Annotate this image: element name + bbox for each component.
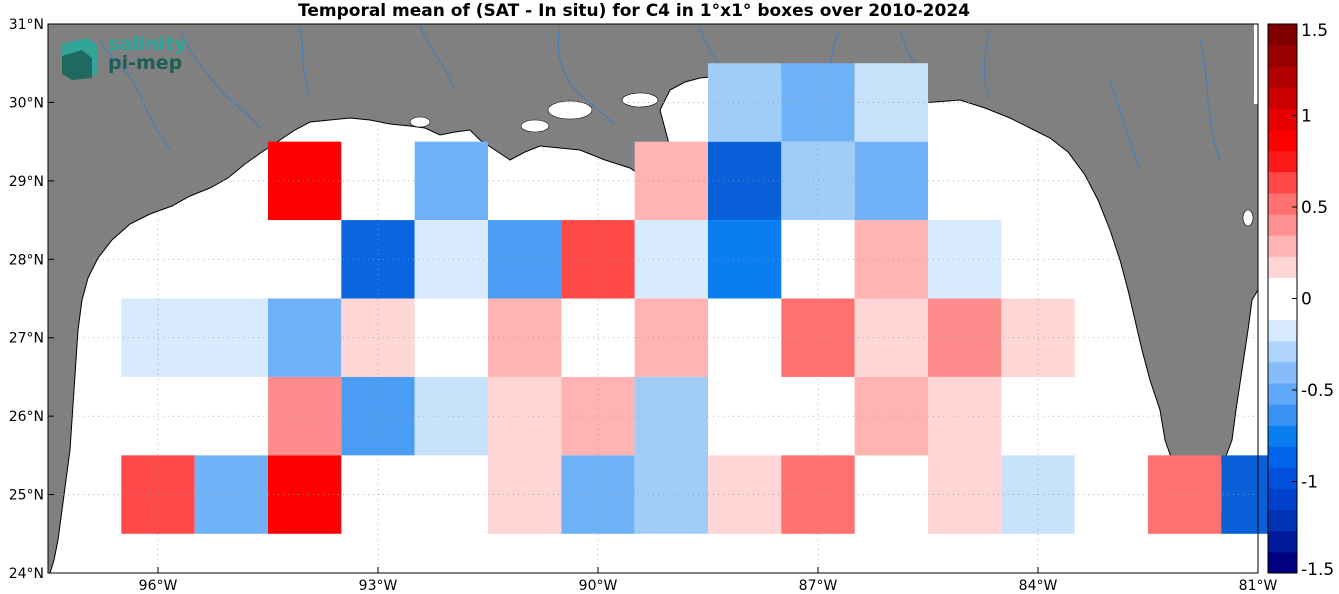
lake — [621, 92, 659, 108]
lake — [1242, 209, 1254, 227]
colorbar-level — [1268, 66, 1297, 88]
data-cell — [928, 220, 1002, 299]
colorbar-tick-label: 0 — [1301, 290, 1312, 310]
x-tick-label: 90°W — [579, 578, 618, 594]
colorbar-level — [1268, 24, 1297, 46]
colorbar-level — [1268, 467, 1297, 490]
data-cell — [634, 376, 708, 456]
data-cell — [268, 298, 342, 377]
data-cell — [488, 376, 562, 456]
colorbar — [1267, 23, 1298, 574]
data-cell — [708, 141, 782, 221]
colorbar-level — [1268, 171, 1297, 194]
data-cell — [414, 141, 488, 221]
data-cell — [708, 455, 782, 534]
data-cell — [488, 220, 562, 299]
y-tick-label: 26°N — [9, 409, 44, 425]
colorbar-level — [1268, 382, 1297, 405]
colorbar-level — [1268, 319, 1297, 342]
y-axis-ticks: 24°N 25°N 26°N 27°N 28°N 29°N 30°N 31°N — [9, 17, 54, 582]
data-cell — [928, 298, 1002, 377]
data-cell — [194, 298, 268, 377]
colorbar-level — [1268, 256, 1297, 278]
x-tick-label: 87°W — [799, 578, 838, 594]
colorbar-level — [1268, 530, 1297, 553]
data-cell — [854, 220, 928, 299]
y-tick-label: 28°N — [9, 252, 44, 268]
salinity-pimep-logo: salinity pi-mep — [58, 34, 198, 84]
logo-text-pimep: pi-mep — [108, 52, 183, 74]
x-tick-label: 96°W — [139, 578, 178, 594]
colorbar-tick-label: -0.5 — [1301, 381, 1334, 401]
data-cell — [414, 220, 488, 299]
x-axis-ticks: 96°W 93°W 90°W 87°W 84°W 81°W — [139, 567, 1278, 594]
colorbar-level — [1268, 87, 1297, 109]
logo-text-salinity: salinity — [108, 33, 187, 55]
y-tick-label: 24°N — [9, 566, 44, 582]
x-tick-label: 81°W — [1239, 578, 1278, 594]
data-cell — [1148, 455, 1222, 534]
lake — [409, 116, 431, 128]
y-tick-label: 31°N — [9, 17, 44, 33]
colorbar-level — [1268, 340, 1297, 363]
colorbar-level — [1268, 150, 1297, 173]
colorbar-level — [1268, 108, 1297, 131]
lake — [547, 100, 593, 120]
colorbar-level — [1268, 277, 1297, 299]
colorbar-level — [1268, 129, 1297, 152]
colorbar-level — [1268, 214, 1297, 236]
data-cell — [928, 455, 1002, 534]
data-cell — [708, 63, 782, 142]
y-tick-label: 29°N — [9, 174, 44, 190]
colorbar-level — [1268, 509, 1297, 532]
data-cell — [634, 298, 708, 377]
data-cell — [268, 455, 342, 534]
colorbar-level — [1268, 404, 1297, 426]
data-cell — [854, 141, 928, 221]
colorbar-level — [1268, 425, 1297, 447]
x-tick-label: 84°W — [1019, 578, 1058, 594]
logo-mark-icon — [62, 38, 98, 80]
colorbar-level — [1268, 235, 1297, 257]
colorbar-level — [1268, 361, 1297, 384]
data-cell — [854, 63, 928, 142]
map-title: Temporal mean of (SAT - In situ) for C4 … — [298, 1, 970, 21]
data-cell — [414, 376, 488, 456]
colorbar-tick-label: 1 — [1301, 107, 1312, 127]
rivers — [99, 25, 1221, 171]
y-tick-label: 27°N — [9, 331, 44, 347]
data-cell — [268, 141, 342, 221]
colorbar-tick-label: 0.5 — [1301, 198, 1328, 218]
x-tick-label: 93°W — [359, 578, 398, 594]
map-frame — [47, 23, 1259, 574]
colorbar-tick-label: 1.5 — [1301, 21, 1328, 41]
data-cell — [928, 376, 1002, 456]
data-cell — [708, 220, 782, 299]
colorbar-tick-label: -1.5 — [1301, 560, 1334, 580]
data-cell — [854, 298, 928, 377]
colorbar-level — [1268, 298, 1297, 321]
data-cell — [488, 298, 562, 377]
colorbar-level — [1268, 45, 1297, 67]
data-cell — [854, 376, 928, 456]
y-tick-label: 30°N — [9, 95, 44, 111]
y-tick-label: 25°N — [9, 488, 44, 504]
colorbar-tick-label: -1 — [1301, 473, 1318, 493]
data-cell — [268, 376, 342, 456]
data-cell — [194, 455, 268, 534]
colorbar-level — [1268, 446, 1297, 468]
colorbar-ticks: 1.5 1 0.5 0 -0.5 -1 -1.5 — [1292, 21, 1334, 580]
data-cells — [121, 63, 1295, 534]
colorbar-level — [1268, 551, 1297, 574]
lake — [520, 119, 550, 133]
lake-okeechobee-area — [1254, 24, 1258, 104]
data-cell — [488, 455, 562, 534]
data-cell — [634, 455, 708, 534]
colorbar-level — [1268, 192, 1297, 215]
data-cell — [634, 220, 708, 299]
colorbar-level — [1268, 488, 1297, 511]
data-cell — [634, 141, 708, 221]
